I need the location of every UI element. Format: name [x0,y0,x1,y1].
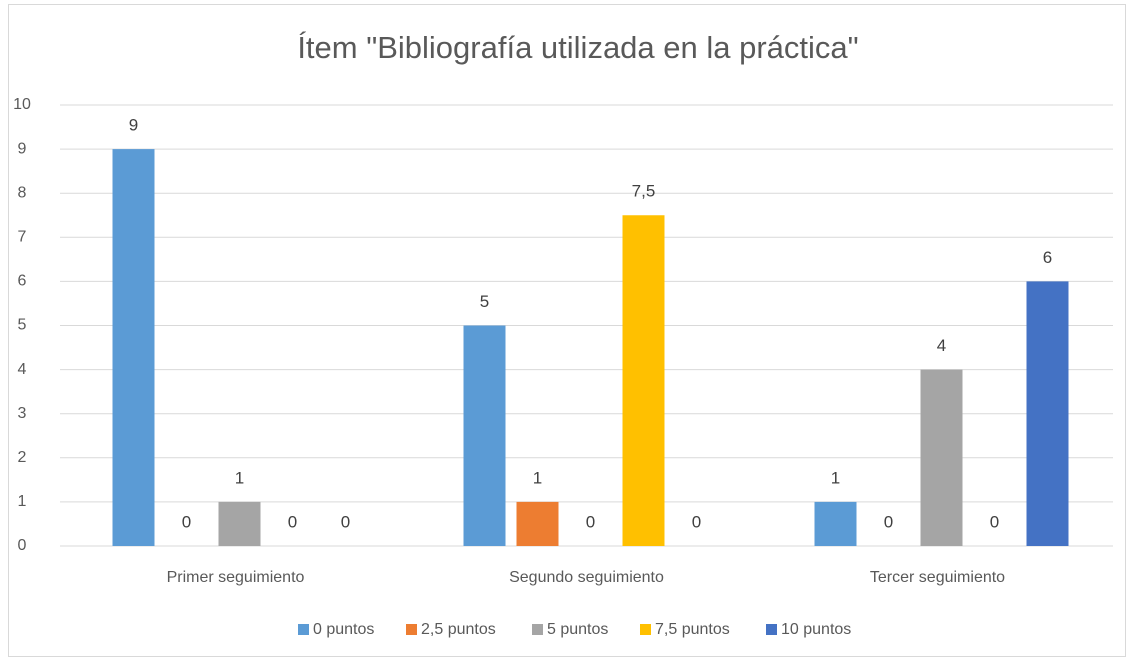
legend-label: 0 puntos [313,621,374,638]
y-tick-label: 4 [18,361,27,378]
bar [463,325,506,546]
value-label: 0 [692,512,701,531]
value-label: 0 [341,512,350,531]
value-label: 0 [990,512,999,531]
value-label: 0 [182,512,191,531]
bar [218,501,261,546]
legend-swatch [640,624,651,635]
bar [1026,281,1069,546]
y-tick-label: 2 [18,449,27,466]
bar [112,149,155,546]
x-tick-label: Tercer seguimiento [870,569,1005,586]
bar [920,369,963,546]
legend-label: 2,5 puntos [421,621,496,638]
legend-swatch [766,624,777,635]
value-label: 1 [831,468,840,487]
y-tick-label: 9 [18,140,27,157]
bar [516,501,559,546]
value-label: 1 [533,468,542,487]
legend-swatch [406,624,417,635]
value-label: 0 [884,512,893,531]
y-tick-label: 0 [18,537,27,554]
legend-label: 5 puntos [547,621,608,638]
value-label: 4 [937,336,946,355]
value-label: 7,5 [632,182,656,201]
value-label: 0 [288,512,297,531]
chart-title: Ítem "Bibliografía utilizada en la práct… [297,30,858,65]
x-tick-label: Primer seguimiento [167,569,305,586]
chart-border [8,4,1126,657]
legend-label: 7,5 puntos [655,621,730,638]
legend-swatch [532,624,543,635]
legend-label: 10 puntos [781,621,851,638]
value-label: 1 [235,468,244,487]
bar [814,501,857,546]
y-tick-label: 10 [13,96,31,113]
y-tick-label: 6 [18,273,27,290]
legend-swatch [298,624,309,635]
value-label: 5 [480,292,489,311]
y-tick-label: 7 [18,229,27,246]
value-label: 0 [586,512,595,531]
x-tick-label: Segundo seguimiento [509,569,664,586]
value-label: 6 [1043,248,1052,267]
value-label: 9 [129,116,138,135]
y-tick-label: 8 [18,184,27,201]
y-tick-label: 3 [18,405,27,422]
y-tick-label: 1 [18,493,27,510]
bar [622,215,665,546]
y-tick-label: 5 [18,317,27,334]
